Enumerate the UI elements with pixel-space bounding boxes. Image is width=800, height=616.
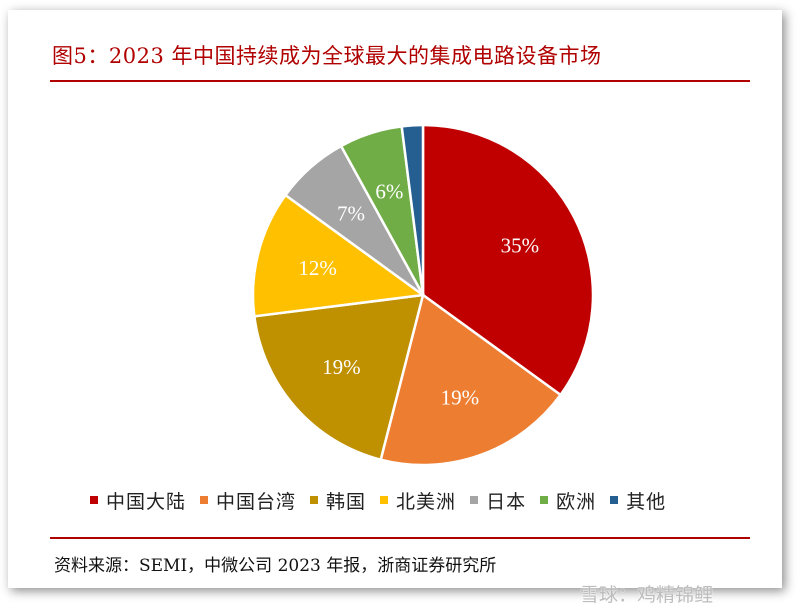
legend-label: 其他 bbox=[626, 490, 667, 513]
pie-slice-0 bbox=[421, 123, 595, 397]
source-divider bbox=[50, 537, 750, 539]
data-label-4: 7% bbox=[337, 201, 365, 225]
legend-item-6: 其他 bbox=[610, 487, 666, 514]
legend-label: 欧洲 bbox=[556, 490, 597, 513]
legend-swatch bbox=[90, 496, 98, 504]
data-label-3: 12% bbox=[298, 256, 337, 280]
legend-swatch bbox=[200, 496, 209, 504]
legend-label: 北美洲 bbox=[396, 490, 457, 513]
legend-swatch bbox=[540, 496, 549, 504]
source-note: 资料来源：SEMI，中微公司 2023 年报，浙商证券研究所 bbox=[54, 556, 497, 576]
data-label-5: 6% bbox=[375, 180, 403, 204]
pie-slice-3 bbox=[251, 193, 427, 318]
legend-swatch bbox=[610, 496, 619, 504]
legend-item-5: 欧洲 bbox=[540, 487, 596, 514]
chart-legend: 中国大陆 中国台湾 韩国 北美洲 日本 欧洲 其他 bbox=[90, 487, 666, 513]
legend-swatch bbox=[470, 496, 479, 504]
pie-slices bbox=[251, 123, 595, 467]
pie-slice-6 bbox=[400, 123, 425, 296]
pie-data-labels: 35% 19% 19% 12% 7% 6% bbox=[298, 180, 539, 410]
legend-item-2: 韩国 bbox=[310, 487, 366, 514]
legend-label: 日本 bbox=[486, 490, 527, 513]
pie-slice-1 bbox=[379, 292, 563, 467]
watermark: 雪球：鸡精锦鲤 bbox=[580, 584, 714, 606]
legend-item-4: 日本 bbox=[470, 487, 526, 514]
legend-swatch bbox=[380, 496, 389, 504]
title-divider bbox=[50, 80, 750, 82]
data-label-2: 19% bbox=[322, 355, 361, 379]
legend-item-1: 中国台湾 bbox=[200, 487, 296, 514]
legend-item-0: 中国大陆 bbox=[90, 487, 186, 514]
legend-label: 韩国 bbox=[326, 490, 367, 513]
data-label-1: 19% bbox=[441, 385, 480, 409]
legend-swatch bbox=[310, 496, 319, 504]
figure-title: 图5：2023 年中国持续成为全球最大的集成电路设备市场 bbox=[52, 44, 602, 68]
legend-label: 中国大陆 bbox=[106, 490, 187, 513]
legend-item-3: 北美洲 bbox=[380, 487, 456, 514]
legend-label: 中国台湾 bbox=[216, 490, 297, 513]
data-label-0: 35% bbox=[501, 234, 540, 258]
pie-slice-2 bbox=[252, 293, 425, 462]
